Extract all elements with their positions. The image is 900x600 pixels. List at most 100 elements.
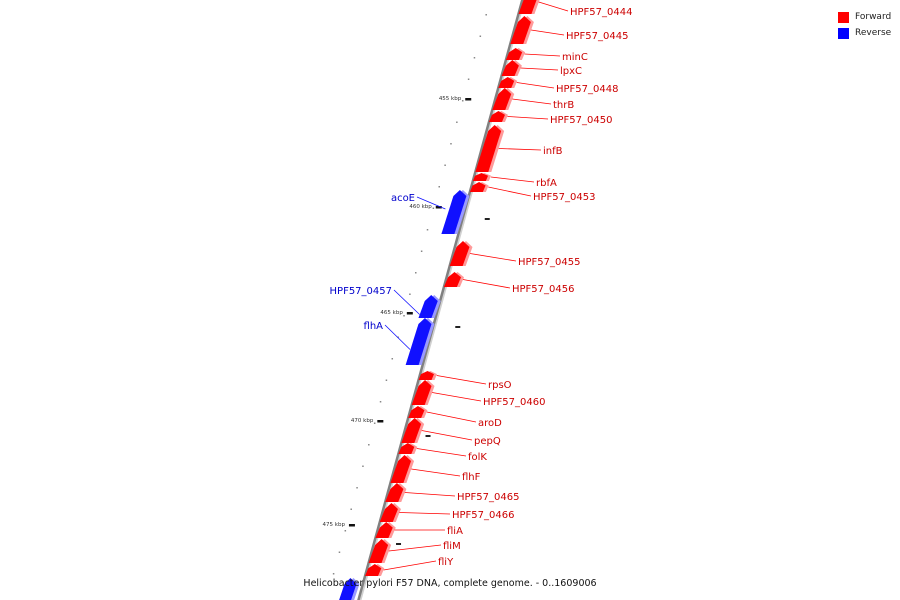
forward-gene-label: infB (543, 146, 563, 157)
forward-gene (492, 88, 515, 110)
minor-tick-left (426, 229, 429, 231)
forward-gene (449, 241, 473, 266)
forward-gene (510, 16, 534, 44)
forward-label-leader (411, 468, 461, 477)
forward-label-leader (426, 411, 477, 423)
minor-tick-left (438, 186, 440, 188)
reverse-gene (418, 295, 441, 318)
forward-gene-label: HPF57_0456 (512, 284, 574, 295)
minor-tick-left (409, 293, 411, 295)
kbp-tick-label: 475 kbp (323, 522, 346, 528)
forward-label-leader (470, 253, 517, 262)
strand-legend: Forward Reverse (838, 9, 891, 41)
minor-tick-left (403, 315, 405, 317)
forward-gene (475, 125, 505, 172)
gene-labels: HPF57_0444 HPF57_0445 minC lpxC HPF57_0448th… (330, 1, 632, 571)
kbp-tick-mark (435, 206, 442, 209)
minor-tick-left (450, 143, 452, 145)
dna-backbone (357, 0, 526, 600)
forward-gene (488, 111, 508, 122)
minor-tick-left (473, 57, 476, 59)
forward-gene-label: HPF57_0455 (518, 257, 580, 268)
forward-gene-label: fliA (447, 526, 463, 537)
minor-tick-left (385, 379, 388, 381)
gene-body (492, 88, 512, 110)
kbp-tick-label: 455 kbp (439, 96, 462, 102)
forward-gene-label: HPF57_0448 (556, 84, 618, 95)
gene-body (418, 371, 434, 380)
forward-gene-label: fliM (443, 541, 461, 552)
reverse-label-leader (393, 289, 420, 315)
gene-body (398, 443, 415, 454)
forward-gene-label: HPF57_0450 (550, 115, 612, 126)
kbp-tick-mark (377, 420, 384, 423)
minor-tick-left (332, 573, 335, 575)
forward-gene (505, 48, 526, 60)
forward-gene-label: folK (468, 452, 487, 463)
backbone-shadow (358, 0, 526, 600)
forward-label-leader (516, 82, 555, 89)
forward-gene (385, 483, 407, 502)
forward-gene-label: flhF (462, 472, 481, 483)
reverse-label-leader (416, 196, 446, 210)
minor-tick-left (368, 444, 370, 446)
minor-tick-left (344, 530, 347, 532)
kbp-ticks: 455 kbp 460 kbp 465 kbp 470 kbp 475 kbp (323, 14, 490, 575)
forward-gene (418, 371, 437, 380)
gene-body (375, 522, 393, 538)
forward-gene-label: HPF57_0466 (452, 510, 514, 521)
genes (339, 0, 540, 600)
gene-body (441, 190, 467, 234)
forward-gene (390, 455, 415, 483)
kbp-tick-label: 460 kbp (409, 204, 432, 210)
minor-tick-left (338, 551, 341, 553)
reverse-gene-partial (339, 578, 360, 600)
minor-tick-left (461, 100, 464, 102)
forward-gene (472, 173, 492, 181)
minor-tick-left (479, 35, 482, 37)
forward-gene (443, 272, 465, 287)
gene-body (339, 578, 357, 600)
gene-body (501, 60, 519, 76)
gene-body (472, 173, 489, 181)
forward-gene (518, 0, 540, 14)
kbp-tick-label: 465 kbp (380, 310, 403, 316)
gene-body (510, 16, 531, 44)
reverse-gene (405, 318, 435, 365)
forward-label-leader (421, 430, 473, 441)
gene-body (368, 539, 389, 563)
forward-label-leader (520, 67, 559, 71)
reverse-gene-label: acoE (391, 193, 415, 204)
minor-tick-left (362, 465, 364, 467)
forward-gene-label: HPF57_0453 (533, 192, 595, 203)
minor-tick-left (415, 272, 417, 274)
gene-body (418, 295, 438, 318)
forward-gene (501, 60, 522, 76)
gene-body (449, 241, 470, 266)
gene-body (411, 380, 432, 405)
reverse-gene-label: flhA (364, 321, 384, 332)
forward-gene-label: minC (562, 52, 588, 63)
minor-tick-right (484, 218, 490, 220)
forward-label-leader (436, 375, 487, 385)
minor-tick-left (444, 164, 446, 166)
forward-label-leader (531, 29, 565, 36)
minor-tick-left (391, 358, 394, 360)
minor-tick-left (485, 14, 487, 16)
minor-tick-left (420, 250, 423, 252)
forward-swatch (838, 11, 849, 23)
minor-tick-left (379, 401, 382, 403)
gene-body (518, 0, 537, 14)
forward-label-leader (462, 279, 511, 289)
minor-tick-right (396, 543, 402, 545)
reverse-gene (441, 190, 470, 234)
kbp-tick-mark (348, 524, 355, 527)
forward-label-leader (488, 186, 532, 197)
minor-tick-left (397, 336, 399, 338)
legend-forward-label: Forward (855, 12, 892, 22)
gene-body (405, 318, 432, 365)
forward-gene-label: thrB (553, 100, 574, 111)
forward-label-leader (538, 1, 569, 12)
legend-forward: Forward (838, 9, 891, 25)
